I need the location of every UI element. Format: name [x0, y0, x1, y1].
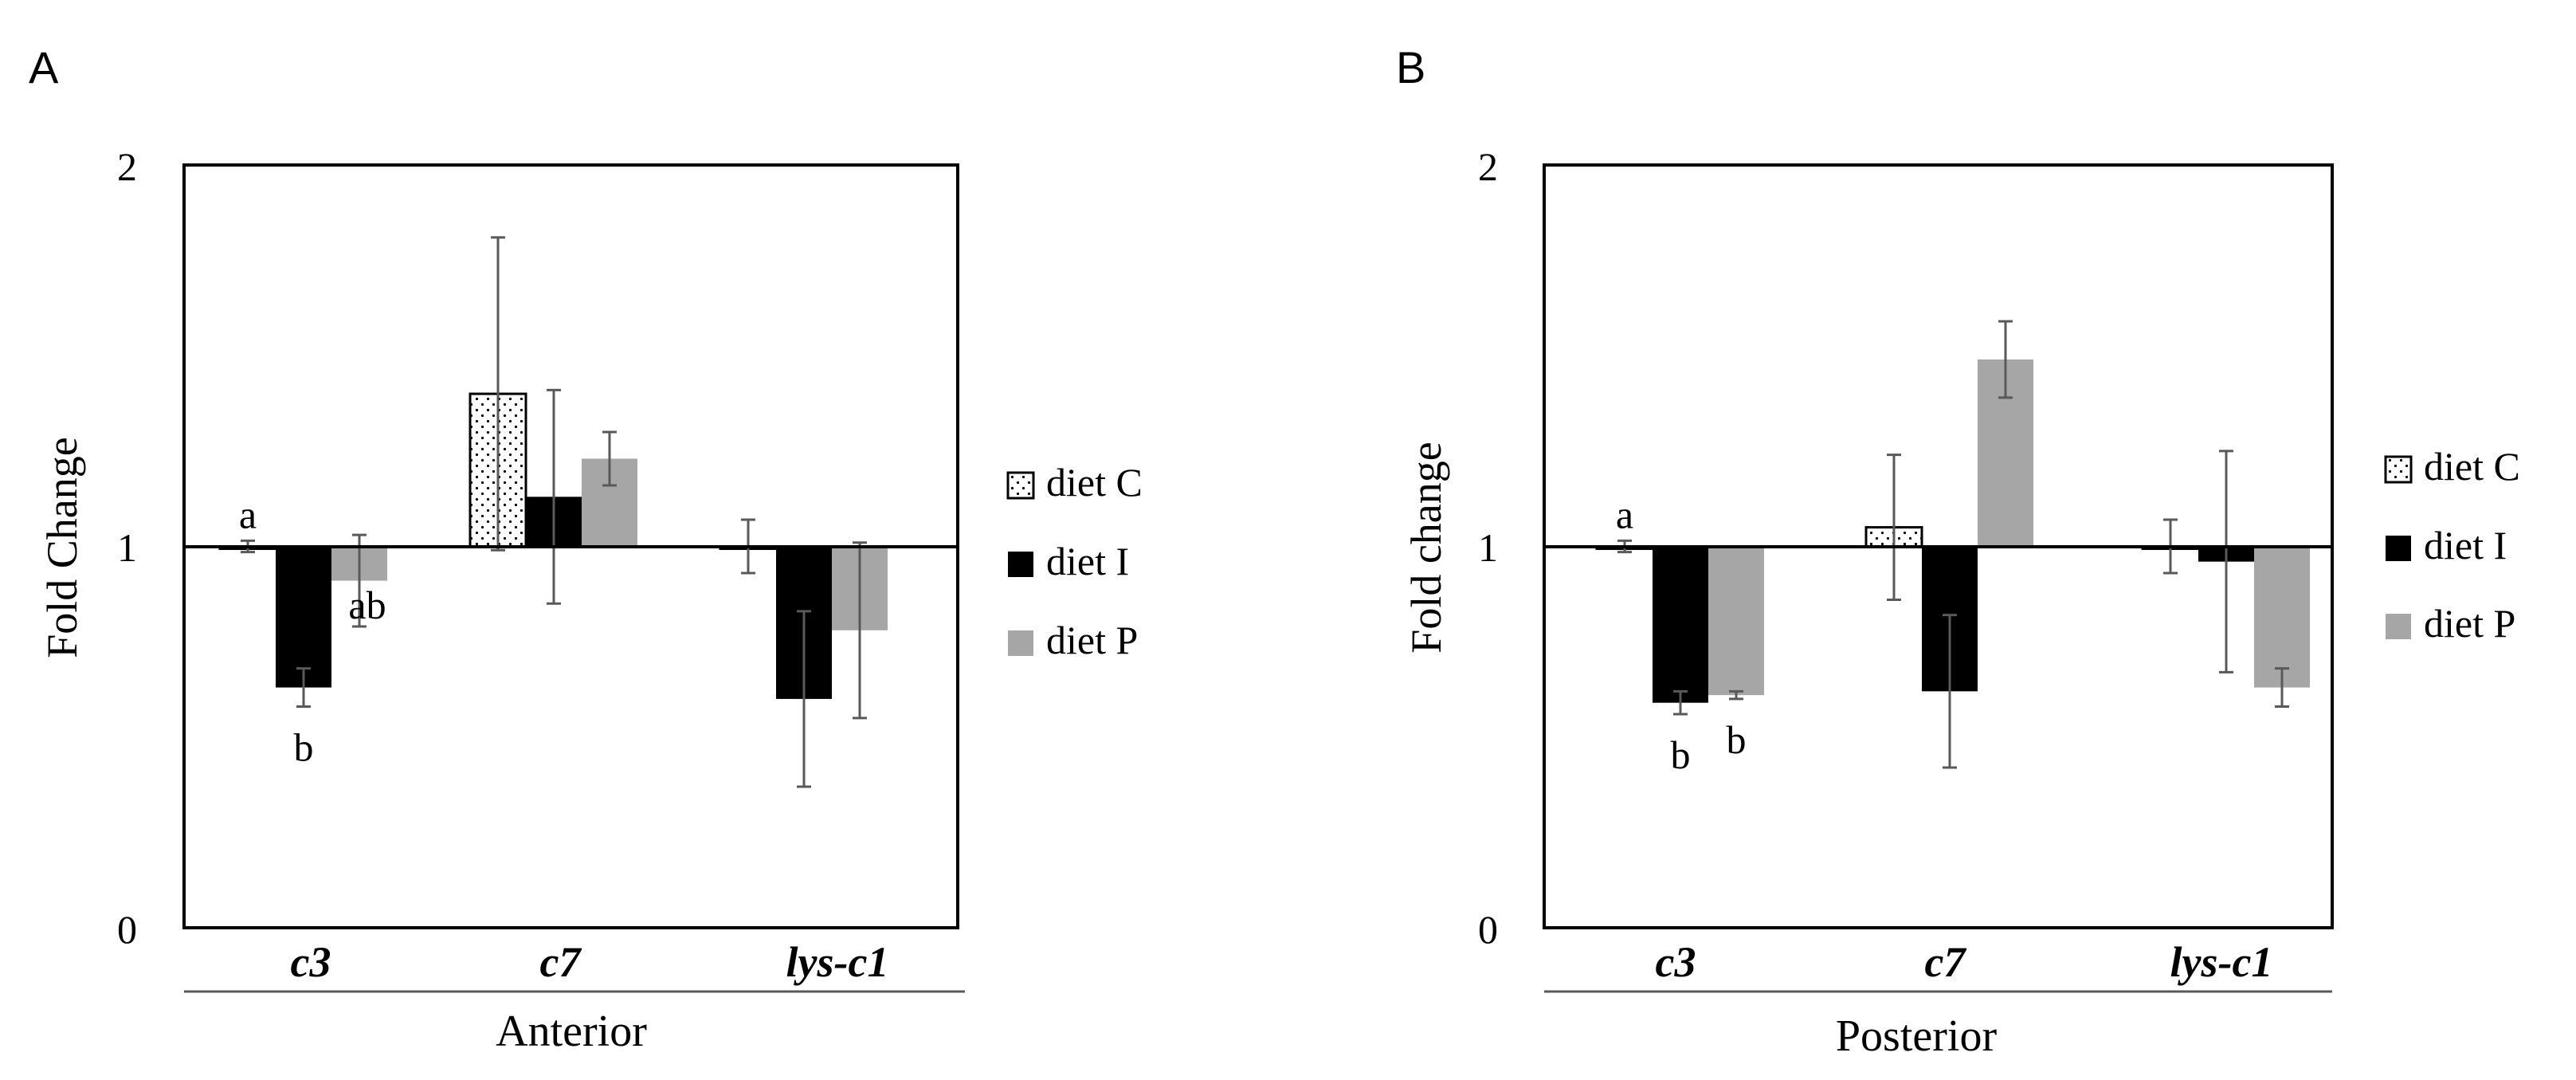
y-tick-label-max: 2: [1478, 144, 1498, 189]
significance-label: ab: [348, 583, 386, 627]
error-bar-lys-c1-diet-i: [2219, 450, 2233, 674]
legend-swatch-diet-p: [1008, 630, 1033, 656]
significance-label: b: [1727, 717, 1747, 762]
significance-label: a: [239, 492, 257, 536]
error-bar-c7-diet-i: [547, 388, 561, 605]
bars: [218, 236, 888, 788]
error-bar-c3-diet-p: [1729, 689, 1743, 701]
legend-b: diet C diet I diet P: [2384, 444, 2520, 646]
panel-b: B Fold change 2 1 0 c3 c7 lys-c1 Posteri…: [1396, 42, 2334, 1061]
legend-swatch-diet-i: [2386, 536, 2411, 561]
x-axis-label: Posterior: [1836, 1011, 1998, 1061]
legend-swatch-diet-c: [1006, 471, 1035, 500]
panel-a: A Fold Change 2 1 0 c3 c7 lys-c1 Anterio…: [29, 42, 965, 1056]
error-bar-c7-diet-p: [602, 430, 617, 487]
legend-label-diet-i: diet I: [2424, 523, 2507, 567]
category-label-c3: c3: [291, 938, 331, 986]
legend-a: diet C diet I diet P: [1006, 460, 1143, 662]
error-bar-lys-c1-diet-p: [853, 541, 867, 720]
panel-label: B: [1396, 42, 1425, 92]
error-bar-c7-diet-c: [491, 236, 505, 552]
bar-c3-diet-p: [1708, 546, 1764, 696]
legend-label-diet-i: diet I: [1046, 539, 1129, 583]
bar-lys-c1-diet-p: [2254, 546, 2310, 688]
legend-swatch-diet-i: [1008, 552, 1033, 577]
y-tick-label-mid: 1: [1478, 525, 1498, 570]
error-bar-c7-diet-c: [1887, 454, 1901, 601]
category-label-c7: c7: [540, 938, 582, 986]
y-tick-label-min: 0: [1478, 907, 1498, 952]
category-label-c3: c3: [1656, 938, 1696, 986]
error-bar-c7-diet-i: [1943, 614, 1957, 769]
significance-label: a: [1616, 492, 1633, 536]
y-tick-label-max: 2: [117, 144, 137, 189]
y-tick-label-min: 0: [117, 907, 137, 952]
legend-swatch-diet-p: [2386, 614, 2411, 639]
legend-label-diet-c: diet C: [1046, 460, 1143, 505]
significance-label: b: [294, 725, 314, 769]
error-bar-lys-c1-diet-i: [797, 610, 811, 788]
category-label-lys-c1: lys-c1: [2170, 938, 2273, 986]
y-tick-label-mid: 1: [117, 525, 137, 570]
significance-label: b: [1671, 732, 1691, 777]
category-label-c7: c7: [1925, 938, 1967, 986]
error-bar-c3-diet-i: [296, 667, 311, 708]
x-axis-label: Anterior: [496, 1007, 647, 1056]
error-bar-lys-c1-diet-p: [2275, 667, 2289, 708]
legend-label-diet-p: diet P: [2424, 601, 2515, 646]
legend-swatch-diet-c: [2384, 455, 2413, 484]
error-bar-c3-diet-i: [1673, 689, 1688, 716]
bars: [1595, 320, 2310, 769]
bar-c3-diet-i: [1653, 546, 1708, 703]
y-axis-label: Fold Change: [38, 437, 86, 658]
panel-label: A: [29, 42, 59, 92]
error-bar-c7-diet-p: [1998, 320, 2013, 399]
legend-label-diet-c: diet C: [2424, 444, 2520, 489]
legend-label-diet-p: diet P: [1046, 618, 1138, 662]
y-axis-label: Fold change: [1402, 442, 1450, 653]
annotations: a b b: [1616, 492, 1747, 777]
category-label-lys-c1: lys-c1: [786, 938, 889, 986]
bar-c3-diet-i: [276, 546, 331, 688]
error-bar-c3-diet-p: [352, 533, 367, 628]
